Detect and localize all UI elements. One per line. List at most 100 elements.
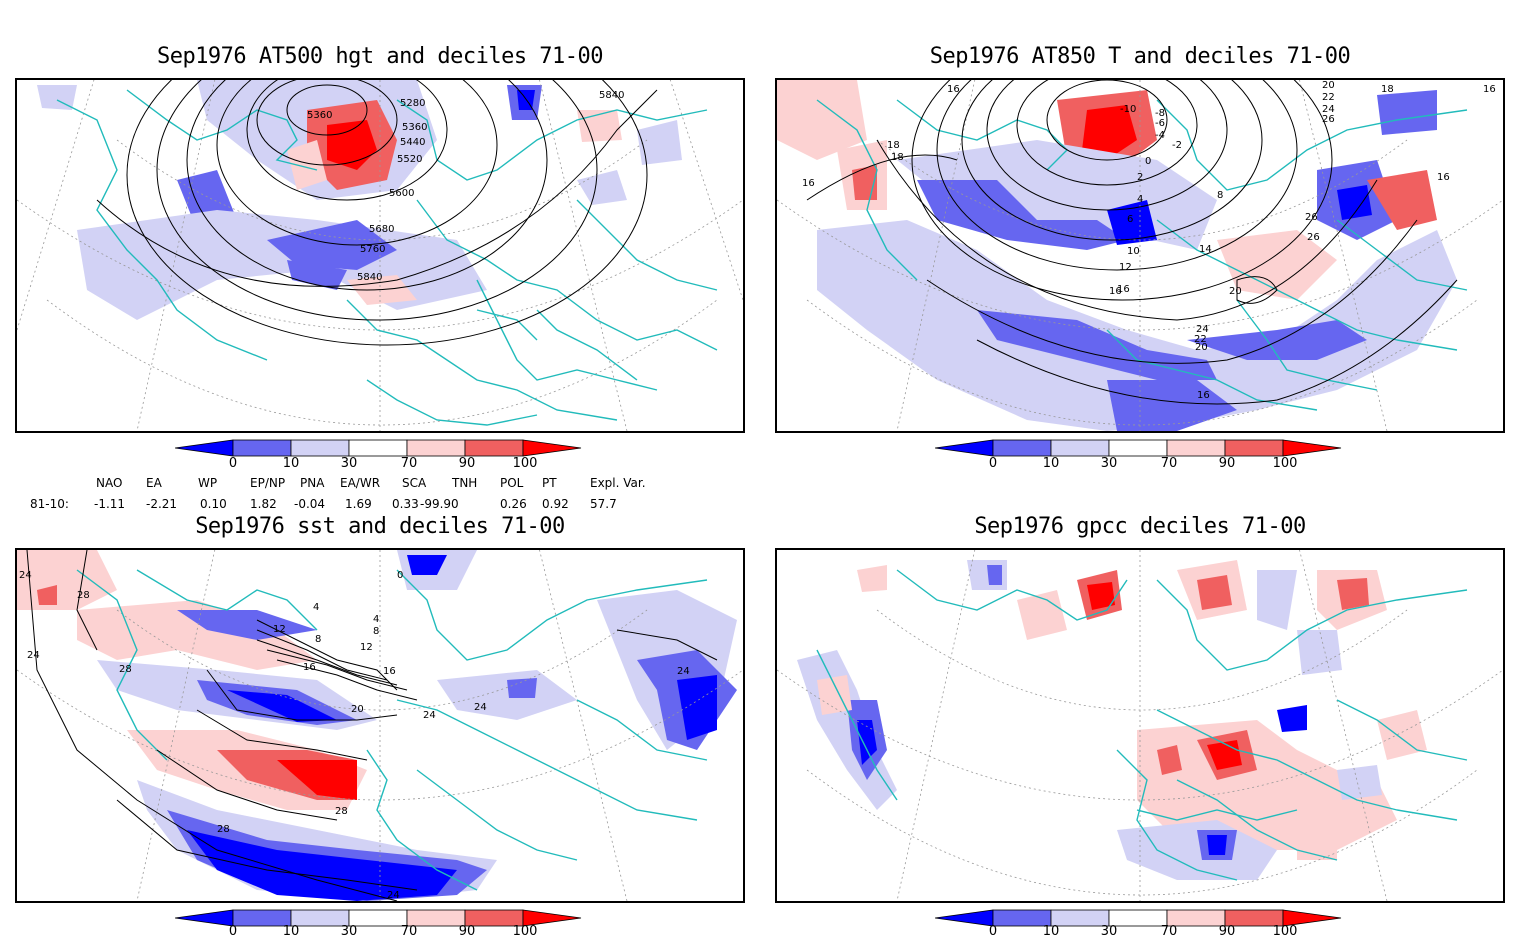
- svg-text:5360: 5360: [402, 122, 427, 133]
- panel-title-at500: Sep1976 AT500 hgt and deciles 71-00: [156, 44, 604, 69]
- colorbar-bin: [1224, 439, 1284, 457]
- colorbar-bin: [992, 439, 1052, 457]
- svg-text:4: 4: [1137, 194, 1143, 205]
- colorbar-bottom-right: [935, 909, 1342, 927]
- index-value-sca: 0.33: [392, 497, 419, 511]
- tick-label: 30: [1100, 924, 1118, 939]
- svg-text:28: 28: [77, 590, 90, 601]
- index-value-wp: 0.10: [200, 497, 227, 511]
- index-value-pol: 0.26: [500, 497, 527, 511]
- contours: [26, 550, 718, 901]
- tick-label: 70: [400, 924, 418, 939]
- svg-text:5280: 5280: [400, 98, 425, 109]
- svg-text:18: 18: [1381, 84, 1394, 95]
- svg-text:20: 20: [1322, 80, 1335, 91]
- svg-text:5520: 5520: [397, 154, 422, 165]
- index-name-pol: POL: [500, 476, 524, 490]
- index-value-tnh: -99.90: [420, 497, 459, 511]
- index-name-nao: NAO: [96, 476, 123, 490]
- map-panel-at500: 5360 5280 5360 5440 5520 5600 5680 5760 …: [15, 78, 745, 433]
- svg-text:26: 26: [1307, 232, 1320, 243]
- colorbar-bin: [232, 439, 292, 457]
- colorbar-bin: [290, 439, 350, 457]
- svg-text:16: 16: [383, 666, 396, 677]
- contours: [806, 80, 1458, 405]
- svg-text:18: 18: [887, 140, 900, 151]
- index-value-pt: 0.92: [542, 497, 569, 511]
- tick-label: 30: [340, 924, 358, 939]
- svg-text:-8: -8: [1155, 108, 1165, 119]
- panel-title-at850: Sep1976 AT850 T and deciles 71-00: [929, 44, 1351, 69]
- shading-layer: [797, 560, 1427, 880]
- colorbar-bin: [1166, 439, 1226, 457]
- coastlines: [76, 569, 708, 891]
- index-name-sca: SCA: [402, 476, 427, 490]
- map-panel-sst: 24 28 28 24 12 8 4 0 4 8 12 16 16 20 24 …: [15, 548, 745, 903]
- svg-text:5600: 5600: [389, 188, 414, 199]
- colorbar-bin: [1108, 439, 1168, 457]
- svg-text:26: 26: [1305, 212, 1318, 223]
- colorbar-ticks-bottom-right: 0 10 30 70 90 100: [935, 924, 1347, 940]
- svg-text:14: 14: [1199, 244, 1212, 255]
- colorbar-bottom-left: [175, 909, 582, 927]
- tick-label: 100: [1272, 924, 1298, 939]
- colorbar-top-left: [175, 439, 582, 457]
- colorbar-bin: [522, 439, 582, 457]
- index-name-ea: EA: [146, 476, 162, 490]
- colorbar-top-right: [935, 439, 1342, 457]
- tick-label: 10: [1042, 456, 1060, 471]
- svg-text:16: 16: [1197, 390, 1210, 401]
- colorbar-bin: [1282, 909, 1342, 927]
- colorbar-bin: [175, 439, 234, 457]
- tick-label: 0: [988, 924, 998, 939]
- svg-text:20: 20: [1229, 286, 1242, 297]
- contour-labels: 5360 5280 5360 5440 5520 5600 5680 5760 …: [307, 90, 624, 283]
- tick-label: 100: [512, 924, 538, 939]
- svg-text:24: 24: [1196, 324, 1209, 335]
- svg-text:28: 28: [119, 664, 132, 675]
- svg-text:16: 16: [1109, 286, 1122, 297]
- colorbar-bin: [464, 439, 524, 457]
- coastlines: [816, 569, 1468, 881]
- index-name-ea-wr: EA/WR: [340, 476, 381, 490]
- svg-text:-10: -10: [1120, 104, 1136, 115]
- tick-label: 30: [1100, 456, 1118, 471]
- index-name-pt: PT: [542, 476, 557, 490]
- svg-text:16: 16: [303, 662, 316, 673]
- tick-label: 100: [512, 456, 538, 471]
- svg-text:26: 26: [1322, 114, 1335, 125]
- svg-text:24: 24: [387, 890, 400, 901]
- svg-text:12: 12: [360, 642, 373, 653]
- coastlines: [56, 89, 718, 426]
- map-panel-at850: 16 18 18 16 -10 -8 -6 -4 -2 0 2 4 6 8 10…: [775, 78, 1505, 433]
- svg-text:24: 24: [1322, 104, 1335, 115]
- svg-text:16: 16: [1117, 284, 1130, 295]
- shading-layer: [777, 80, 1457, 431]
- index-value-pna: -0.04: [294, 497, 326, 511]
- indices-value-row: 81-10: -1.11 -2.21 0.10 1.82 -0.04 1.69 …: [0, 497, 760, 513]
- map-svg-gpcc: [777, 550, 1503, 901]
- graticule: [777, 550, 1503, 901]
- map-svg-at850: 16 18 18 16 -10 -8 -6 -4 -2 0 2 4 6 8 10…: [777, 80, 1503, 431]
- svg-text:20: 20: [351, 704, 364, 715]
- index-name-tnh: TNH: [452, 476, 478, 490]
- svg-text:24: 24: [474, 702, 487, 713]
- tick-label: 10: [282, 456, 300, 471]
- svg-text:24: 24: [19, 570, 32, 581]
- tick-label: 100: [1272, 456, 1298, 471]
- index-value-ea: -2.21: [146, 497, 178, 511]
- index-value-expl-var: 57.7: [590, 497, 617, 511]
- graticule: [777, 80, 1503, 431]
- contours: [96, 80, 658, 346]
- svg-text:16: 16: [1437, 172, 1450, 183]
- svg-text:4: 4: [373, 614, 379, 625]
- svg-text:28: 28: [217, 824, 230, 835]
- tick-label: 90: [1218, 456, 1236, 471]
- svg-text:24: 24: [423, 710, 436, 721]
- colorbar-bin: [406, 439, 466, 457]
- svg-text:5840: 5840: [357, 272, 382, 283]
- svg-text:6: 6: [1127, 214, 1133, 225]
- svg-text:5360: 5360: [307, 110, 332, 121]
- svg-text:18: 18: [891, 152, 904, 163]
- index-name-wp: WP: [198, 476, 218, 490]
